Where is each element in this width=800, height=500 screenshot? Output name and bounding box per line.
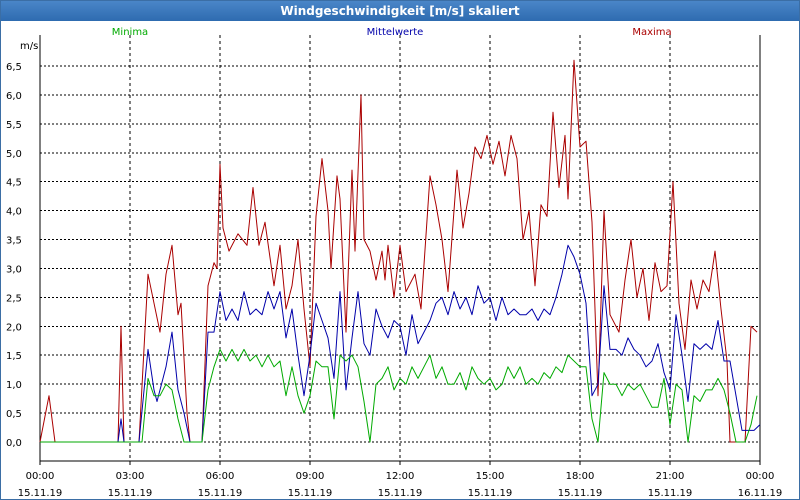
chart-title: Windgeschwindigkeit [m/s] skaliert [1,1,799,21]
x-tick-time: 21:00 [656,471,685,482]
x-tick-time: 18:00 [566,471,595,482]
y-tick-label: 4,5 [6,178,22,189]
y-tick-label: 6,5 [6,62,22,73]
y-tick-label: 3,0 [6,264,22,275]
series-line-minima [40,348,758,443]
x-tick-time: 09:00 [296,471,325,482]
x-tick-time: 06:00 [206,471,235,482]
x-tick-date: 15.11.19 [198,488,243,499]
y-tick-label: 6,0 [6,91,22,102]
y-tick-label: 1,5 [6,351,22,362]
wind-speed-chart: 0,0 0,5 1,0 1,5 2,0 2,5 3,0 3,5 4,0 4,5 5,0 5,5 6,0 6… [6,27,782,499]
y-tick-label: 0,5 [6,409,22,420]
axes [39,35,761,465]
series-layer [39,59,761,443]
y-tick-label: 4,0 [6,207,22,218]
legend-mittelwerte: Mittelwerte [367,27,424,38]
y-axis-unit: m/s [20,41,38,52]
tick-labels: 0,0 0,5 1,0 1,5 2,0 2,5 3,0 3,5 4,0 4,5 5,0 5,5 6,0 6… [6,41,782,499]
x-tick-date: 15.11.19 [378,488,423,499]
legend-maxima: Maxima [632,27,671,38]
x-tick-time: 00:00 [26,471,55,482]
series-line-mittelwerte [40,244,761,443]
legend-minima: Minima [112,27,148,38]
y-tick-label: 1,0 [6,380,22,391]
y-tick-label: 2,0 [6,322,22,333]
x-tick-date: 15.11.19 [558,488,603,499]
y-tick-label: 5,0 [6,149,22,160]
y-tick-label: 5,5 [6,120,22,131]
x-tick-date: 15.11.19 [18,488,63,499]
y-tick-label: 3,5 [6,236,22,247]
y-tick-label: 0,0 [6,438,22,449]
x-tick-time: 15:00 [476,471,505,482]
x-tick-time: 03:00 [116,471,145,482]
x-tick-date: 15.11.19 [288,488,333,499]
legend: Maxima Mittelwerte Minima [112,27,672,38]
x-tick-date: 15.11.19 [108,488,153,499]
x-tick-date: 16.11.19 [738,488,783,499]
grid [40,35,760,461]
x-tick-time: 00:00 [746,471,775,482]
x-tick-time: 12:00 [386,471,415,482]
y-tick-label: 2,5 [6,293,22,304]
series-line-maxima [39,59,758,443]
x-tick-date: 15.11.19 [468,488,513,499]
x-tick-date: 15.11.19 [648,488,693,499]
